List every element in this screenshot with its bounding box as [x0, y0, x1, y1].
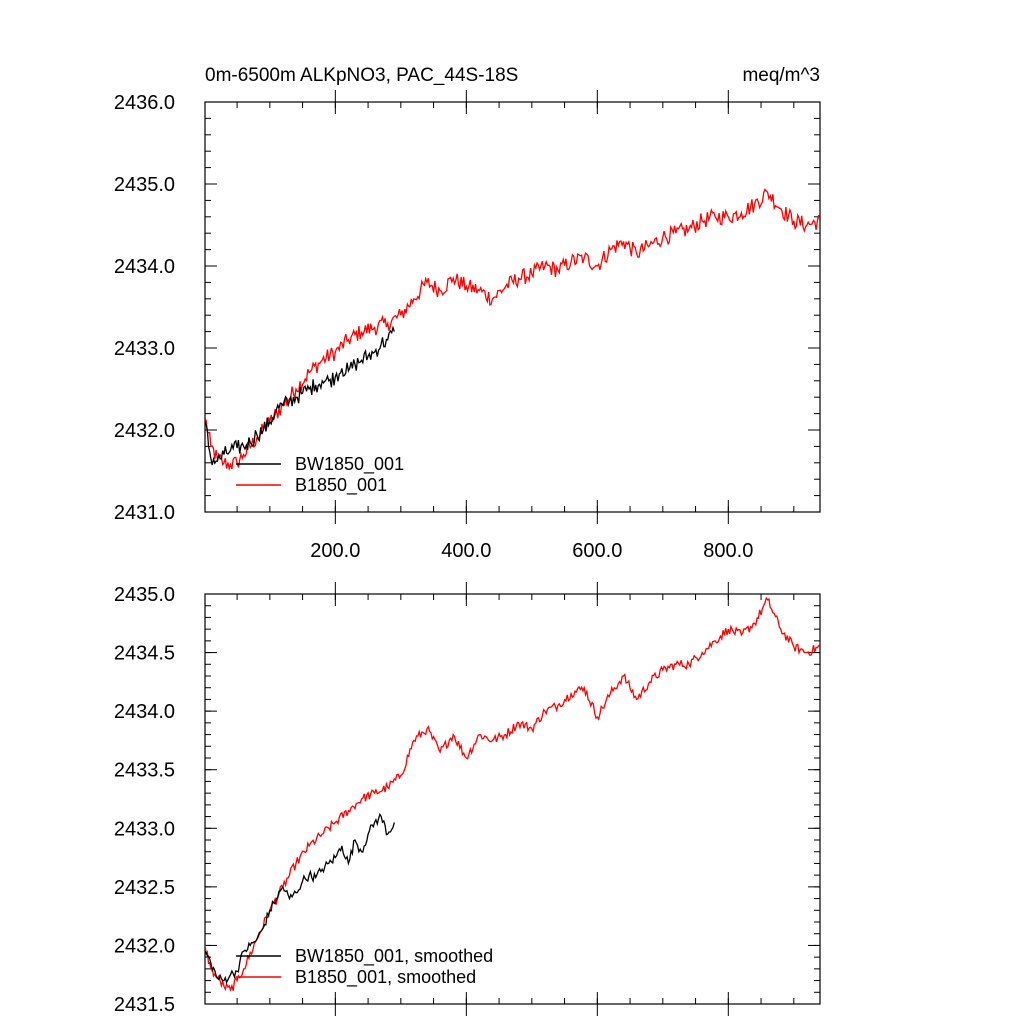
- x-tick-label: 400.0: [441, 540, 491, 562]
- legend-label: BW1850_001: [295, 454, 404, 475]
- series-line-b1850: [205, 596, 820, 992]
- y-tick-label: 2432.0: [114, 935, 175, 957]
- series-line-b1850: [205, 188, 820, 472]
- y-tick-label: 2432.5: [114, 877, 175, 899]
- y-tick-label: 2433.0: [114, 818, 175, 840]
- plot-frame: [204, 593, 821, 1005]
- y-tick-label: 2431.0: [114, 502, 175, 524]
- plot-frame: [204, 101, 821, 513]
- chart-title: 0m-6500m ALKpNO3, PAC_44S-18S: [205, 65, 518, 86]
- bottom-panel: 2431.5 2432.0 2432.5 2433.0 2433.5 2434.0 2434…: [114, 582, 821, 1016]
- legend-label: B1850_001, smoothed: [295, 967, 476, 988]
- y-tick-label: 2434.0: [114, 256, 175, 278]
- y-tick-label: 2433.0: [114, 338, 175, 360]
- x-tick-label: 600.0: [572, 540, 622, 562]
- y-tick-label: 2434.0: [114, 701, 175, 723]
- y-tick-label: 2432.0: [114, 420, 175, 442]
- legend-label: BW1850_001, smoothed: [295, 946, 493, 967]
- series-line-bw1850: [205, 325, 395, 466]
- y-tick-label: 2433.5: [114, 760, 175, 782]
- legend-label: B1850_001: [295, 475, 387, 496]
- y-tick-label: 2434.5: [114, 643, 175, 665]
- y-tick-label: 2435.0: [114, 174, 175, 196]
- x-tick-label: 200.0: [310, 540, 360, 562]
- series-line-bw1850: [205, 812, 395, 985]
- top-panel: 2431.0 2432.0 2433.0 2434.0 2435.0 2436.0 200.…: [114, 90, 821, 562]
- chart-units: meq/m^3: [742, 65, 820, 86]
- x-tick-label: 800.0: [703, 540, 753, 562]
- y-tick-label: 2431.5: [114, 994, 175, 1016]
- y-tick-label: 2436.0: [114, 92, 175, 114]
- y-tick-label: 2435.0: [114, 584, 175, 606]
